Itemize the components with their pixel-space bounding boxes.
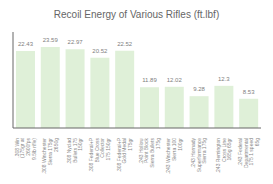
svg-text:.308 Win(175gr at2600fps9.5lb: .308 Win(175gr at2600fps9.5lb rifle): [14, 137, 37, 160]
svg-text:.243 WinchesterSierra 100100gr: .243 WinchesterSierra 100100gr: [165, 138, 182, 174]
svg-text:.243 HollowPoint BlockSierra B: .243 HollowPoint BlockSierra Bullets175g: [138, 138, 161, 168]
html-text:Recoil Energy of Various Rifle: Recoil Energy of Various Rifles (ft.lbf): [53, 9, 220, 20]
svg-text:22.52: 22.52: [117, 41, 133, 47]
svg-text:22.43: 22.43: [18, 41, 34, 47]
svg-text:11.89: 11.89: [142, 77, 157, 83]
svg-text:.308 Federal+PGold Medal175gr: .308 Federal+PGold Medal175gr: [116, 137, 133, 172]
svg-text:.308 WinchesterSierra 175gr265: .308 WinchesterSierra 175gr2650g: [41, 138, 58, 174]
svg-text:22.97: 22.97: [68, 39, 84, 45]
svg-text:.308 NycladBullets 175150gr: .308 NycladBullets 175150gr: [66, 138, 83, 165]
svg-text:20.52: 20.52: [92, 48, 108, 54]
svg-text:.308 Federal+PBlue CrossCollec: .308 Federal+PBlue CrossCollector175 150…: [88, 137, 111, 172]
svg-text:12.3: 12.3: [218, 76, 230, 82]
svg-text:23.59: 23.59: [43, 37, 59, 43]
svg-text:8.53: 8.53: [243, 89, 255, 95]
svg-text:12.02: 12.02: [167, 77, 183, 83]
svg-text:.243 RemingtonCross Line165g 6: .243 RemingtonCross Line165g 65gr: [215, 138, 232, 174]
svg-text:9.28: 9.28: [193, 86, 205, 92]
svg-text:.243 FederalDepartmental175 1: .243 FederalDepartmental175 1 speed65g: [237, 138, 260, 168]
svg-text:.243 HornadySuperformanceSierr: .243 HornadySuperformanceSierra 175g: [190, 138, 207, 173]
